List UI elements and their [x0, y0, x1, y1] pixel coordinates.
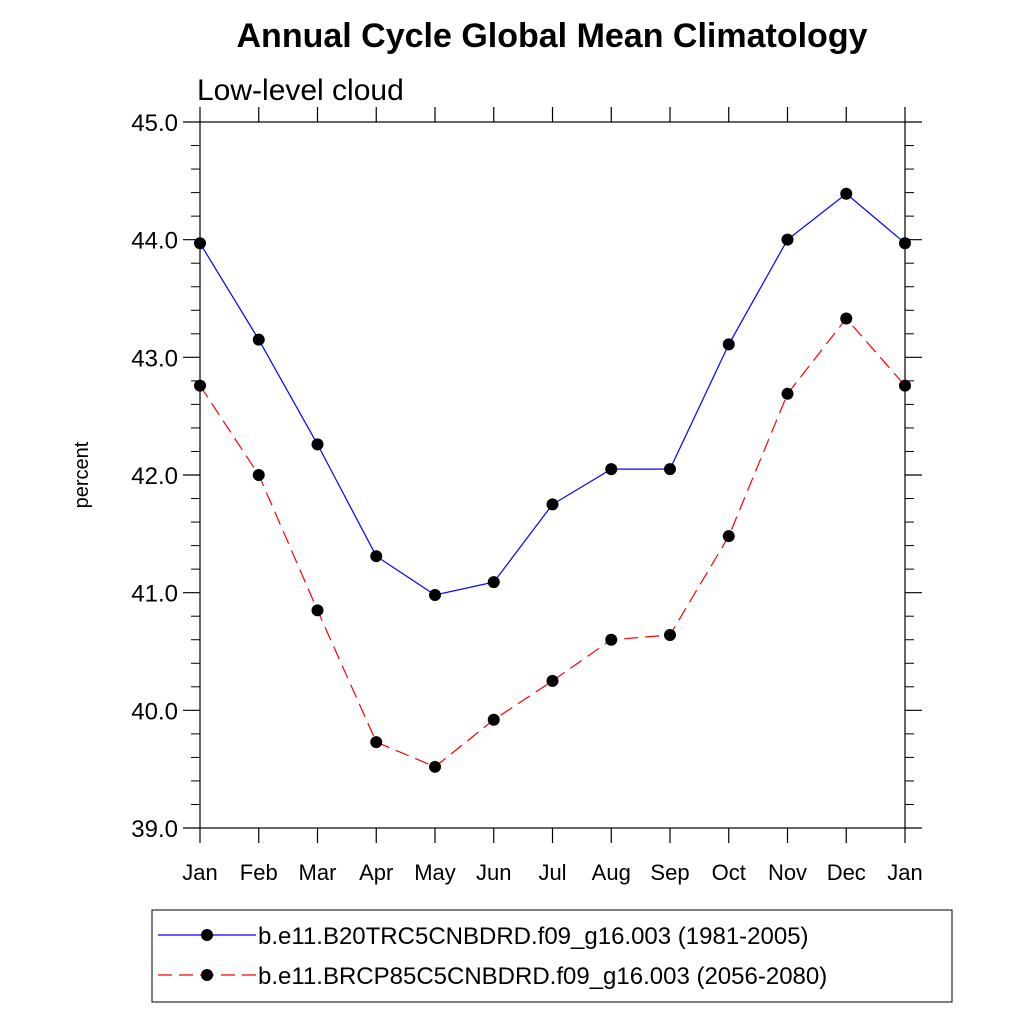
data-point [899, 379, 911, 392]
data-point [252, 333, 265, 346]
series-2 [194, 312, 911, 773]
series-line [199, 193, 906, 596]
legend-marker-1 [201, 929, 213, 941]
data-point [311, 604, 324, 617]
x-tick-label: Aug [592, 860, 631, 885]
y-tick-label: 45.0 [131, 110, 178, 137]
y-tick-label: 39.0 [131, 816, 178, 843]
chart-subtitle: Low-level cloud [197, 74, 404, 107]
data-point [664, 629, 676, 642]
x-tick-label: Nov [768, 860, 807, 885]
data-point [781, 233, 794, 246]
data-point [546, 498, 559, 511]
data-point [605, 633, 618, 646]
data-point [487, 713, 500, 726]
legend: b.e11.B20TRC5CNBDRD.f09_g16.003 (1981-20… [151, 909, 953, 1003]
x-tick-label: Feb [240, 860, 278, 885]
axes: 39.0 40.0 41.0 42.0 43.0 44.0 45.0 Jan Feb Mar Apr… [131, 107, 923, 885]
data-point [664, 463, 676, 476]
series-1 [194, 187, 911, 602]
x-tick-label: Apr [359, 860, 393, 885]
data-point [370, 736, 383, 749]
legend-label-2: b.e11.BRCP85C5CNBDRD.f09_g16.003 (2056-2… [258, 963, 827, 990]
data-point [252, 469, 265, 481]
y-tick-label: 41.0 [131, 581, 178, 608]
y-tick-label: 43.0 [131, 345, 178, 372]
data-point [722, 530, 735, 543]
data-point [840, 312, 853, 325]
data-point [546, 674, 559, 687]
x-tick-label: Dec [827, 860, 866, 885]
data-point [840, 187, 853, 200]
data-point [429, 760, 441, 773]
x-tick-label: Oct [712, 860, 746, 885]
data-point [605, 463, 618, 476]
data-point [487, 576, 500, 589]
legend-label-1: b.e11.B20TRC5CNBDRD.f09_g16.003 (1981-20… [258, 923, 809, 950]
series-layer [194, 187, 911, 773]
data-point [781, 387, 794, 400]
data-point [429, 589, 441, 602]
y-tick-label: 40.0 [131, 698, 178, 725]
y-axis-label: percent [71, 441, 93, 508]
data-point [194, 237, 206, 250]
data-point [194, 379, 206, 392]
x-tick-label: Jul [538, 860, 566, 885]
plot-frame [199, 121, 906, 829]
x-tick-label: May [414, 860, 456, 885]
data-point [722, 338, 735, 351]
chart-title: Annual Cycle Global Mean Climatology [237, 17, 868, 55]
x-tick-label: Jan [887, 860, 922, 885]
x-tick-label: Jun [476, 860, 511, 885]
series-line [199, 317, 906, 768]
legend-box [151, 909, 953, 1003]
y-tick-label: 44.0 [131, 228, 178, 255]
data-point [311, 438, 324, 451]
data-point [370, 550, 383, 563]
x-tick-label: Jan [182, 860, 217, 885]
data-point [899, 237, 911, 250]
legend-marker-2 [201, 969, 213, 981]
y-tick-label: 42.0 [131, 463, 178, 490]
x-tick-label: Mar [299, 860, 337, 885]
x-tick-label: Sep [650, 860, 689, 885]
